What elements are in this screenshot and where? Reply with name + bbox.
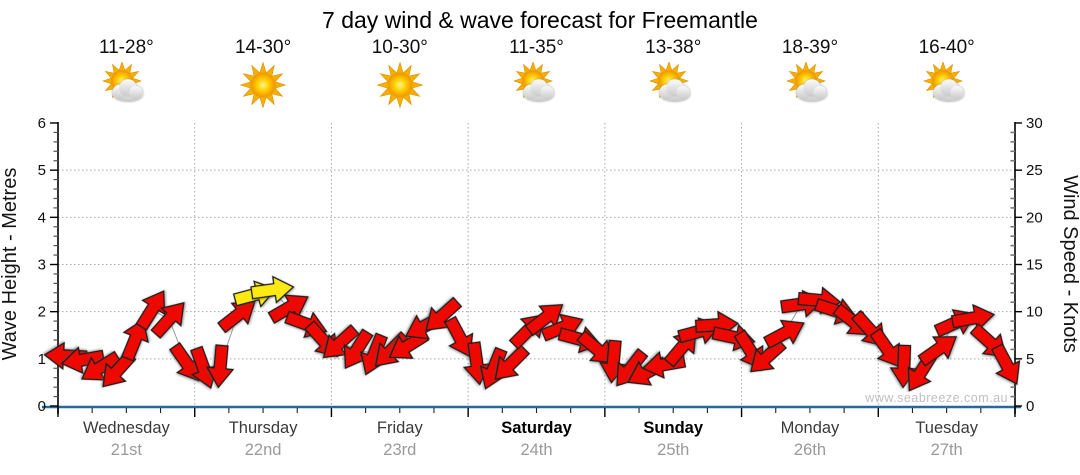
right-axis-tick-label: 5 [1026,351,1034,368]
sun-behind-cloud-icon [786,62,827,102]
temperature-range: 14-30° [234,37,292,58]
day-summary: 16-40° [878,37,1015,110]
wind-arrow [217,301,256,334]
wind-arrow [120,318,149,362]
left-axis-tick-label: 4 [38,209,46,226]
day-date: 21st [110,441,142,459]
sun-icon [376,62,424,109]
wind-arrow [81,350,122,381]
day-label: Friday 23rd [331,417,468,462]
wind-arrow [950,303,996,332]
sun-behind-cloud-icon [649,62,691,102]
left-axis-tick-label: 1 [38,351,46,368]
wind-arrow [60,346,106,375]
wind-arrow [168,341,200,382]
right-axis-tick-label: 20 [1026,209,1043,226]
wind-arrow [990,343,1021,385]
day-name: Saturday [501,419,572,437]
day-name: Friday [376,419,423,437]
day-name: Monday [780,419,840,437]
wind-arrow [444,315,474,358]
left-axis-tick-label: 3 [38,257,46,274]
wind-arrow [869,327,901,368]
sun-icon [239,62,287,109]
temperature-range: 16-40° [918,37,975,58]
wind-arrow [917,336,958,367]
right-axis-tick-label: 25 [1026,162,1043,179]
wind-arrow [150,301,185,339]
right-axis-title: Wind Speed - Knots [1059,175,1080,353]
day-date: 26th [793,441,827,459]
day-name: Tuesday [915,419,979,437]
day-summary: 11-28° [58,37,195,110]
day-summary: 10-30° [331,37,468,110]
left-axis-tick-label: 6 [38,115,46,132]
day-summary: 11-35° [468,37,605,110]
wind-arrow [135,290,166,331]
left-axis-tick-label: 5 [38,162,46,179]
wind-arrow [322,324,360,359]
temperature-range: 18-39° [781,37,839,58]
x-axis-day-labels: Wednesday 21st Thursday 22nd Friday 23rd Satur… [58,417,1015,462]
day-label: Monday 26th [742,417,879,462]
day-name: Sunday [643,419,704,437]
left-axis-tick-label: 0 [38,398,46,415]
gridlines [58,123,1015,406]
left-axis-tick-label: 2 [38,304,46,321]
wind-arrow [762,319,805,349]
day-summary: 13-38° [605,37,742,110]
day-label: Wednesday 21st [58,417,195,462]
sun-behind-cloud-icon [512,62,554,102]
left-axis-title: Wave Height - Metres [0,168,21,361]
wind-arrows [43,275,1021,392]
day-date: 24th [520,441,553,459]
wind-arrow [576,330,615,364]
temperature-range: 11-35° [509,37,564,58]
wind-arrow [205,344,235,389]
chart-title: 7 day wind & wave forecast for Freemantl… [322,7,758,33]
watermark: www.seabreeze.com.au [864,391,1008,405]
wind-arrow [524,304,564,337]
temperature-range: 11-28° [98,37,154,58]
right-axis-tick-label: 0 [1026,398,1034,415]
sun-behind-cloud-icon [922,62,964,102]
day-date: 27th [930,441,963,459]
axes: 0 1 2 3 4 5 6 0 5 10 15 20 25 30 [38,115,1043,417]
day-summary: 14-30° [195,37,332,110]
sun-behind-cloud-icon [102,62,144,102]
right-axis-tick-label: 10 [1026,304,1043,321]
day-label: Thursday 22nd [195,417,332,462]
right-axis-tick-label: 30 [1026,115,1043,132]
day-name: Wednesday [82,419,170,437]
temperature-range: 10-30° [371,37,428,58]
right-axis-tick-label: 15 [1026,257,1043,274]
day-label: Sunday 25th [605,417,742,462]
day-name: Thursday [228,419,298,437]
day-date: 25th [657,441,690,459]
daily-summary-row: 11-28° 14-30° 10-30° 11-35° 13-38° 18-39° 16-4… [58,37,1015,110]
day-summary: 18-39° [742,37,879,110]
day-date: 22nd [244,441,282,459]
day-label: Saturday 24th [468,417,605,462]
temperature-range: 13-38° [645,37,702,58]
day-date: 23rd [383,441,417,459]
day-label: Tuesday 27th [878,417,1015,462]
